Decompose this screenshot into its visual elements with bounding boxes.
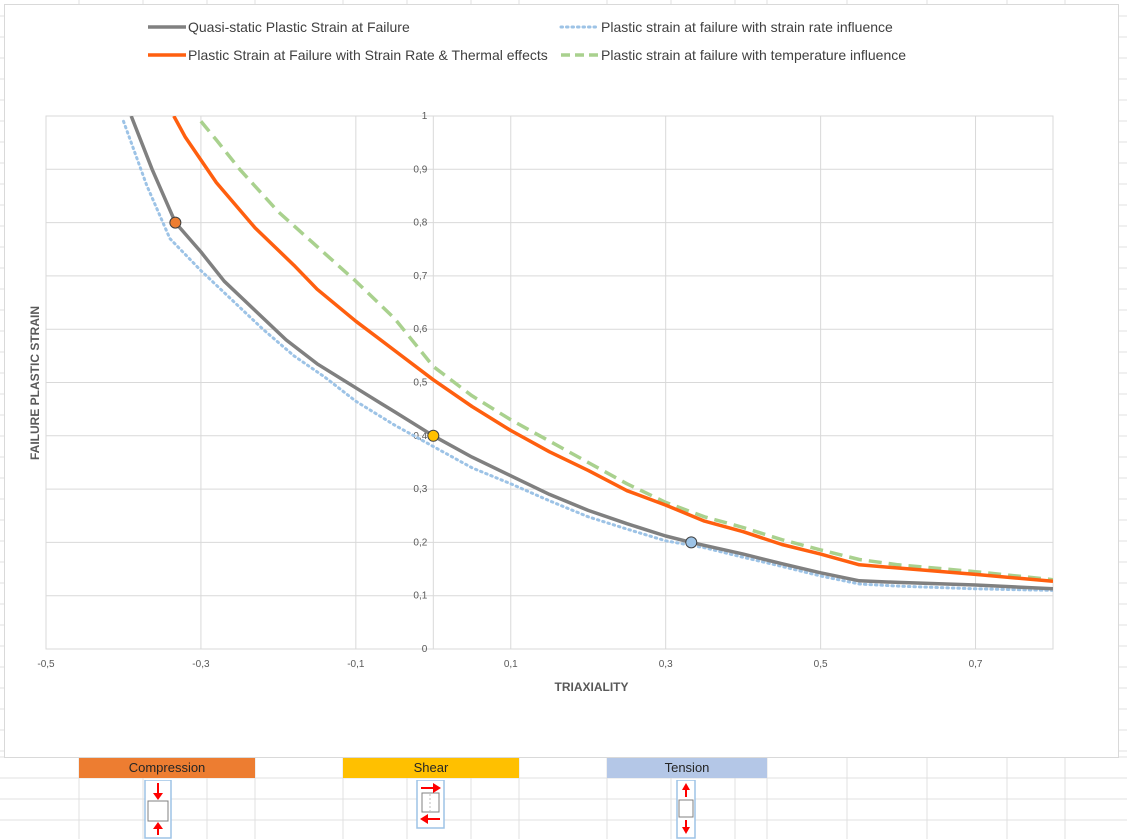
x-axis-title: TRIAXIALITY: [555, 680, 629, 694]
data-marker-0: [169, 216, 182, 229]
y-tick-label: 1: [422, 111, 428, 122]
chart-svg: 0 0,1 0,2 0,3 0,4 0,5 0,6 0,7 0,8 0,9 1 -0,5 -0,3 -0,…: [28, 19, 1054, 694]
tension-band: Tension: [607, 758, 767, 778]
y-tick-label: 0: [422, 644, 428, 655]
legend-label-3: Plastic strain at failure with temperatu…: [601, 47, 906, 63]
legend-label-1: Plastic strain at failure with strain ra…: [601, 19, 893, 35]
legend-label-0: Quasi-static Plastic Strain at Failure: [188, 19, 410, 35]
shear-band: Shear: [343, 758, 519, 778]
x-tick-label: 0,3: [659, 659, 673, 670]
y-tick-label: 0,7: [413, 271, 427, 282]
x-tick-label: 0,7: [969, 659, 983, 670]
compression-band: Compression: [79, 758, 255, 778]
x-tick-label: -0,3: [192, 659, 210, 670]
y-tick-label: 0,5: [413, 378, 427, 389]
y-tick-label: 0,6: [413, 324, 427, 335]
x-tick-label: -0,1: [347, 659, 365, 670]
y-axis-title: FAILURE PLASTIC STRAIN: [28, 306, 42, 460]
compression-arrows-icon: [144, 780, 172, 839]
series-line-2: [172, 116, 1053, 584]
x-tick-label: 0,1: [504, 659, 518, 670]
tension-arrows-icon: [676, 780, 696, 839]
series-line-0: [129, 116, 1053, 591]
data-marker-2: [685, 536, 698, 549]
y-tick-label: 0,9: [413, 164, 427, 175]
series-line-3: [199, 120, 1053, 582]
y-tick-label: 0,1: [413, 591, 427, 602]
series-line-1: [122, 119, 1053, 592]
x-tick-label: -0,5: [37, 659, 55, 670]
y-tick-label: 0,4: [413, 431, 427, 442]
y-tick-label: 0,8: [413, 218, 427, 229]
y-tick-label: 0,2: [413, 537, 427, 548]
x-tick-label: 0,5: [814, 659, 828, 670]
shear-arrows-icon: [416, 780, 445, 829]
chart-area[interactable]: 0 0,1 0,2 0,3 0,4 0,5 0,6 0,7 0,8 0,9 1 -0,5 -0,3 -0,…: [4, 4, 1119, 758]
y-tick-label: 0,3: [413, 484, 427, 495]
data-marker-1: [427, 429, 440, 442]
legend-label-2: Plastic Strain at Failure with Strain Ra…: [188, 47, 548, 63]
